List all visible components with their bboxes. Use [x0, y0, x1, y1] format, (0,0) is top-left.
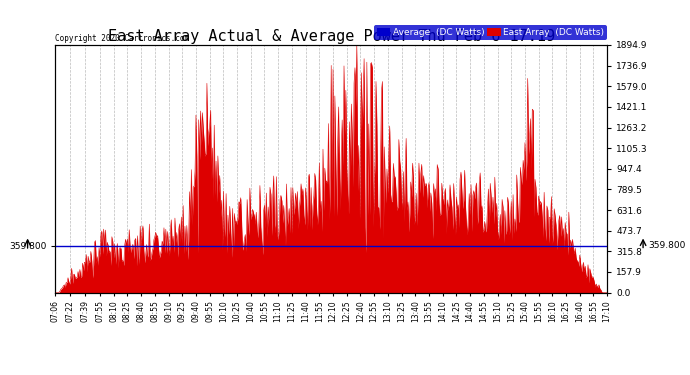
Text: Copyright 2020 Cartronics.com: Copyright 2020 Cartronics.com — [55, 33, 189, 42]
Title: East Array Actual & Average Power Thu Feb 6 17:19: East Array Actual & Average Power Thu Fe… — [108, 29, 555, 44]
Legend: Average  (DC Watts), East Array  (DC Watts): Average (DC Watts), East Array (DC Watts… — [374, 25, 607, 40]
Text: 359.800: 359.800 — [649, 241, 686, 250]
